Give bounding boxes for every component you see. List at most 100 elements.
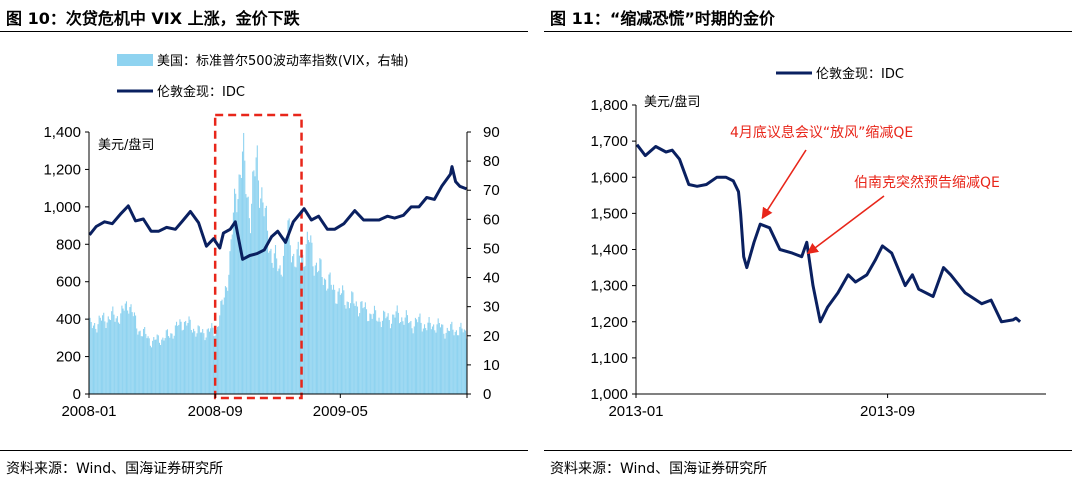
vix-bar <box>97 324 99 394</box>
vix-bar <box>408 323 410 394</box>
y-tick-label: 1,400 <box>43 124 81 141</box>
vix-bar <box>117 322 120 394</box>
vix-bar <box>254 176 256 394</box>
vix-bar <box>172 338 174 394</box>
vix-bar <box>168 336 170 394</box>
vix-bar <box>306 231 308 394</box>
vix-bar <box>104 321 106 394</box>
vix-bar <box>219 315 221 394</box>
vix-bar <box>358 316 360 394</box>
vix-bar <box>196 333 198 394</box>
vix-bar <box>450 324 452 394</box>
vix-bar <box>277 271 279 394</box>
vix-bar <box>223 297 225 394</box>
vix-bar <box>141 336 143 394</box>
vix-bar <box>364 302 366 394</box>
source-note: 资料来源：Wind、国海证券研究所 <box>6 461 224 477</box>
vix-bar <box>356 306 358 394</box>
vix-bar <box>91 328 93 394</box>
vix-bar <box>433 324 435 394</box>
vix-bar <box>441 324 443 394</box>
unit-label: 美元/盘司 <box>644 94 700 110</box>
vix-bar <box>403 324 405 394</box>
y-tick-label: 800 <box>56 236 81 253</box>
vix-bar <box>318 270 320 394</box>
vix-bar <box>227 290 229 394</box>
vix-bar <box>235 193 237 394</box>
vix-bar <box>139 330 141 394</box>
vix-bar <box>337 291 339 394</box>
vix-bar <box>244 160 246 394</box>
vix-bar <box>454 331 456 394</box>
vix-bar <box>444 338 446 394</box>
vix-bar <box>179 319 181 394</box>
vix-bar <box>119 323 121 394</box>
vix-bar <box>367 321 369 394</box>
vix-bar <box>220 301 222 394</box>
vix-bar <box>303 266 305 394</box>
vix-bar <box>204 340 206 394</box>
y-tick-label: 1,000 <box>43 199 81 216</box>
vix-bar <box>230 239 232 394</box>
vix-bar <box>326 290 328 394</box>
vix-bar <box>261 187 263 394</box>
vix-bar <box>99 317 101 394</box>
vix-bar <box>452 329 454 394</box>
vix-bar <box>289 245 291 394</box>
vix-bar <box>237 199 239 394</box>
vix-bar <box>111 311 113 394</box>
vix-bar <box>339 294 341 394</box>
vix-bar <box>298 255 300 394</box>
vix-bar <box>169 337 171 394</box>
vix-bar <box>384 311 386 394</box>
vix-bar <box>447 330 449 394</box>
vix-bar <box>307 240 310 394</box>
vix-bar <box>146 338 148 394</box>
vix-bar <box>377 321 379 394</box>
vix-bar <box>212 327 214 394</box>
vix-bar <box>362 308 364 394</box>
vix-bar <box>269 250 271 394</box>
vix-bar <box>301 256 303 394</box>
vix-bar <box>224 286 226 394</box>
vix-bar <box>103 312 105 394</box>
vix-bar <box>287 220 289 394</box>
vix-bar <box>344 305 346 394</box>
vix-bar <box>342 285 344 394</box>
y-tick-label-right: 80 <box>483 153 500 170</box>
vix-bar <box>166 329 168 394</box>
chart-panel-right: 图 11：“缩减恐慌”时期的金价 1,000 1,100 1,200 1,300 1,4… <box>544 0 1080 482</box>
vix-bar <box>205 337 207 394</box>
vix-bar <box>431 326 434 394</box>
vix-bar <box>175 321 178 394</box>
vix-bar <box>396 305 398 394</box>
y-tick-label: 1,500 <box>590 205 628 222</box>
vix-bar <box>346 301 348 394</box>
vix-bar <box>397 312 399 394</box>
vix-bar <box>260 198 262 394</box>
vix-bar <box>248 218 250 394</box>
y-tick-label-right: 50 <box>483 240 500 257</box>
vix-bar <box>330 284 332 394</box>
vix-bar <box>322 285 324 394</box>
vix-bar <box>369 313 371 394</box>
vix-bar <box>312 266 314 394</box>
vix-bar <box>272 267 274 394</box>
vix-bar <box>458 335 460 394</box>
y-tick-label: 1,300 <box>590 278 628 295</box>
vix-bar <box>187 323 189 394</box>
vix-bar <box>292 256 294 394</box>
x-tick-label: 2013-01 <box>608 403 663 420</box>
vix-bar <box>455 330 457 394</box>
vix-bar <box>331 289 333 394</box>
vix-bar <box>273 253 275 394</box>
vix-bar <box>393 314 395 394</box>
y-tick-label: 600 <box>56 274 81 291</box>
chart-title: 图 10：次贷危机中 VIX 上涨，金价下跌 <box>6 9 300 28</box>
vix-bar <box>380 327 382 394</box>
vix-bar <box>334 289 336 394</box>
vix-bar <box>122 308 124 394</box>
vix-bar <box>202 329 204 394</box>
divider-bottom <box>544 450 1072 451</box>
vix-bar <box>238 174 240 394</box>
